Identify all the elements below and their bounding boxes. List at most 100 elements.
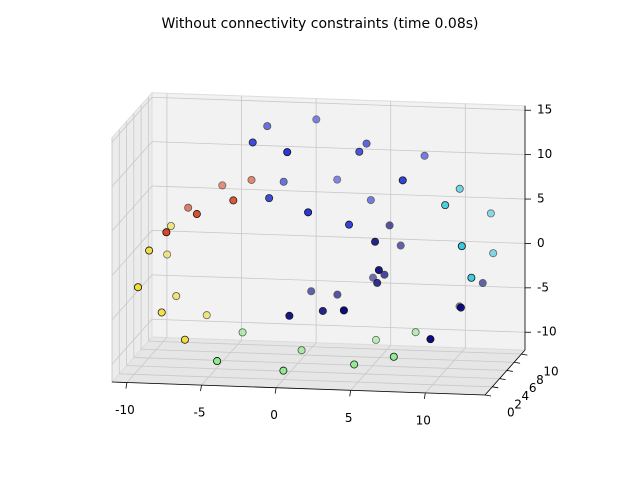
y-tick-label: 8 bbox=[536, 373, 544, 387]
z-tick-label: -10 bbox=[537, 325, 557, 339]
x-tick-label: 5 bbox=[345, 411, 353, 425]
tick-mark bbox=[125, 382, 128, 389]
grid-line bbox=[151, 141, 526, 156]
y-axis-line bbox=[484, 349, 526, 396]
data-point bbox=[333, 175, 342, 184]
data-point bbox=[380, 270, 389, 279]
grid-line bbox=[201, 339, 242, 386]
data-point bbox=[426, 335, 435, 344]
data-point bbox=[455, 184, 464, 193]
data-point bbox=[184, 203, 193, 212]
data-point bbox=[456, 303, 465, 312]
tick-mark bbox=[499, 378, 506, 381]
data-point bbox=[180, 335, 189, 344]
data-point bbox=[345, 220, 354, 229]
data-point bbox=[366, 196, 375, 205]
data-point bbox=[248, 138, 257, 147]
grid-line bbox=[151, 185, 526, 200]
data-point bbox=[157, 308, 166, 317]
data-point bbox=[369, 273, 378, 282]
y-tick-label: 10 bbox=[543, 365, 558, 379]
data-point bbox=[355, 147, 364, 156]
data-point bbox=[304, 208, 313, 217]
data-point bbox=[145, 246, 154, 255]
data-point bbox=[192, 210, 201, 219]
x-tick-label: 0 bbox=[270, 408, 278, 422]
data-point bbox=[411, 328, 420, 337]
grid-line bbox=[111, 185, 153, 232]
data-point bbox=[163, 250, 172, 259]
tick-mark bbox=[492, 386, 499, 389]
z-tick-label: 10 bbox=[537, 147, 552, 161]
grid-line bbox=[111, 274, 153, 321]
data-point bbox=[350, 360, 359, 369]
data-point bbox=[213, 357, 222, 366]
data-point bbox=[134, 283, 143, 292]
grid-line bbox=[126, 337, 168, 383]
data-point bbox=[312, 115, 321, 124]
data-point bbox=[238, 328, 247, 337]
data-point bbox=[283, 148, 292, 157]
tick-mark bbox=[200, 385, 202, 392]
grid-line bbox=[111, 141, 153, 187]
data-point bbox=[265, 194, 274, 203]
data-point bbox=[318, 306, 327, 315]
z-tick-label: 5 bbox=[537, 192, 545, 206]
data-point bbox=[166, 221, 175, 230]
z-tick-label: 0 bbox=[537, 236, 545, 250]
tick-mark bbox=[274, 387, 277, 394]
data-point bbox=[333, 290, 342, 299]
grid-line bbox=[111, 230, 153, 276]
data-point bbox=[457, 242, 466, 251]
grid-line bbox=[133, 357, 507, 371]
data-point bbox=[486, 209, 495, 218]
data-point bbox=[202, 311, 211, 320]
grid-line bbox=[119, 373, 493, 388]
y-tick-label: 4 bbox=[522, 389, 530, 403]
tick-mark bbox=[484, 394, 492, 397]
grid-line bbox=[151, 96, 526, 111]
grid-line bbox=[151, 318, 526, 333]
data-point bbox=[285, 311, 294, 320]
data-point bbox=[371, 237, 380, 246]
data-point bbox=[297, 346, 306, 355]
y-tick-label: 6 bbox=[529, 381, 537, 395]
grid-line bbox=[275, 342, 317, 388]
z-tick-label: 15 bbox=[537, 103, 552, 117]
y-tick-label: 2 bbox=[514, 397, 522, 411]
grid-line bbox=[111, 318, 153, 365]
data-point bbox=[478, 279, 487, 288]
grid-line bbox=[148, 340, 522, 355]
tick-mark bbox=[521, 353, 528, 356]
data-point bbox=[162, 228, 171, 237]
data-point bbox=[441, 201, 450, 210]
x-tick-label: -10 bbox=[115, 403, 135, 417]
x-axis-line bbox=[111, 381, 486, 396]
grid-line bbox=[151, 274, 526, 289]
data-point bbox=[373, 278, 382, 287]
data-point bbox=[339, 306, 348, 315]
tick-mark bbox=[506, 370, 513, 372]
data-point bbox=[371, 335, 380, 344]
tick-mark bbox=[514, 361, 521, 364]
data-point bbox=[467, 273, 476, 282]
x-tick-label: 10 bbox=[416, 413, 431, 427]
data-point bbox=[172, 292, 181, 301]
data-point bbox=[362, 139, 371, 148]
grid-line bbox=[425, 347, 466, 394]
grid-line bbox=[151, 230, 526, 244]
grid-line bbox=[350, 345, 392, 391]
tick-mark bbox=[423, 392, 426, 399]
chart-title: Without connectivity constraints (time 0… bbox=[162, 16, 479, 32]
y-tick-label: 0 bbox=[507, 406, 515, 420]
grid-line bbox=[126, 365, 500, 380]
data-point bbox=[307, 287, 316, 296]
grid-line bbox=[111, 96, 153, 143]
z-tick-label: -5 bbox=[537, 280, 549, 294]
data-point bbox=[374, 266, 383, 275]
data-point bbox=[247, 175, 256, 184]
grid-line bbox=[141, 348, 515, 363]
data-point bbox=[218, 181, 227, 190]
data-point bbox=[385, 221, 394, 230]
